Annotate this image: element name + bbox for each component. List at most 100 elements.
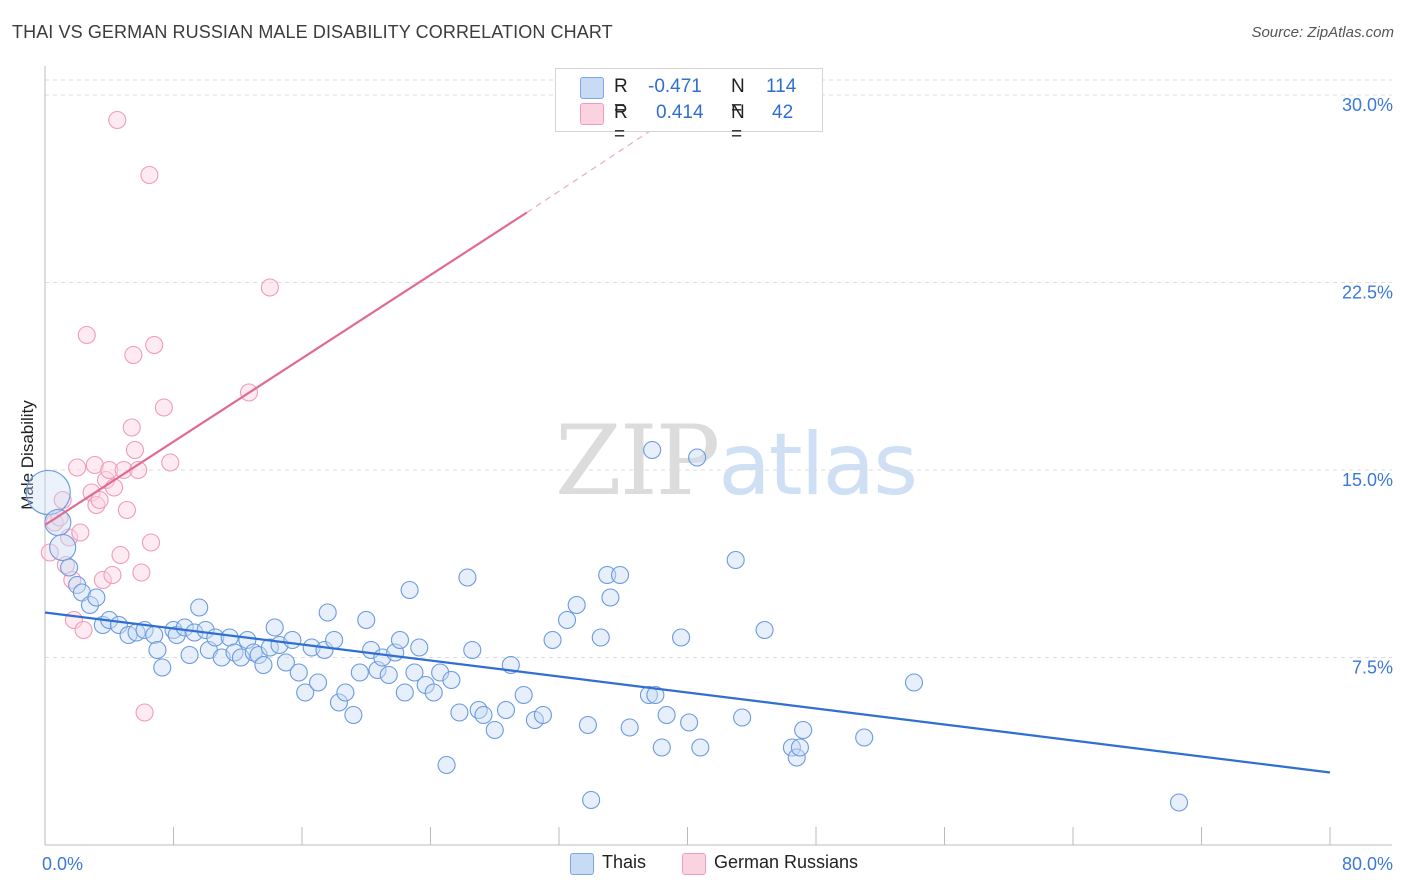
thai-point <box>450 703 469 722</box>
german-russian-point <box>140 165 159 185</box>
thai-point <box>485 720 504 740</box>
thai-point <box>691 738 710 757</box>
thai-point <box>726 550 745 570</box>
thais-trend-line <box>44 611 1331 774</box>
thai-point <box>533 705 552 725</box>
legend-r-label: R = <box>614 102 628 145</box>
thai-point <box>496 700 516 720</box>
bottom-legend-swatch-german-russians <box>682 853 706 875</box>
thai-point <box>688 448 707 467</box>
thai-point <box>220 628 239 647</box>
source-label[interactable]: Source: ZipAtlas.com <box>1251 24 1394 41</box>
legend-n-label: N = <box>731 76 745 119</box>
thai-point <box>557 610 577 630</box>
watermark-zip: ZIP <box>555 405 720 517</box>
thai-point <box>357 610 376 630</box>
german-russian-point <box>87 495 106 515</box>
thai-point <box>610 565 630 585</box>
thai-point <box>325 630 344 650</box>
watermark: ZIPatlas <box>555 405 918 517</box>
thai-point <box>1169 793 1189 812</box>
german-russian-point <box>132 563 151 582</box>
thai-point <box>652 738 671 757</box>
thai-point <box>283 630 302 650</box>
german-russian-point <box>125 440 144 460</box>
thai-point <box>296 683 315 702</box>
thai-point <box>424 683 443 702</box>
thai-point <box>145 625 164 645</box>
german-russian-point <box>124 345 143 365</box>
bottom-legend-label: Thais <box>602 852 647 872</box>
thai-point <box>175 618 194 637</box>
legend-swatch-thais <box>580 77 604 99</box>
german-russian-point <box>105 478 124 497</box>
thai-point <box>276 653 295 672</box>
thai-point <box>646 685 665 705</box>
thai-point <box>153 658 172 677</box>
thai-point <box>442 670 461 690</box>
thai-point <box>350 663 369 682</box>
thai-point <box>787 748 806 767</box>
german-russian-point <box>85 455 104 475</box>
thai-point <box>598 565 617 585</box>
chart-title: THAI VS GERMAN RUSSIAN MALE DISABILITY C… <box>12 22 613 42</box>
german-russian-point <box>145 335 164 355</box>
thai-point <box>601 588 620 607</box>
legend-n-value: 114 <box>766 76 797 97</box>
thai-point <box>591 628 610 647</box>
german-russian-point <box>135 703 154 722</box>
thai-point <box>463 640 482 660</box>
bottom-legend-swatch-thais <box>570 853 594 875</box>
german-russian-point <box>122 418 141 437</box>
thai-point <box>49 533 77 562</box>
thai-point <box>196 620 215 640</box>
thai-point <box>680 713 699 732</box>
german-russian-point <box>74 620 93 640</box>
thai-point <box>474 705 493 725</box>
thai-point <box>379 665 398 685</box>
thai-point <box>87 588 106 607</box>
german-russian-point <box>71 523 90 542</box>
thai-point <box>390 630 410 650</box>
legend-r-label: R = <box>614 76 628 119</box>
thai-point <box>329 693 348 712</box>
legend-n-value: 42 <box>772 102 794 123</box>
x-tick-label: 0.0% <box>42 854 83 874</box>
german-russian-point <box>77 325 96 345</box>
bottom-legend-label: German Russians <box>714 852 859 872</box>
thai-point <box>514 685 533 705</box>
thai-point <box>148 640 167 660</box>
thai-point <box>855 728 874 747</box>
legend-r-value: -0.471 <box>648 76 702 97</box>
thai-point <box>543 630 562 650</box>
german-russian-point <box>100 460 119 480</box>
thai-point <box>639 685 659 705</box>
x-tick-label: 80.0% <box>1342 854 1393 874</box>
german-russian-point <box>117 500 136 520</box>
legend-r-value: 0.414 <box>656 102 704 123</box>
thai-point <box>265 618 284 637</box>
y-tick-label: 7.5% <box>1352 658 1393 678</box>
thai-point <box>643 440 662 460</box>
german-russian-point <box>111 545 130 565</box>
german-russian-point <box>90 490 109 510</box>
thai-point <box>80 595 100 615</box>
thai-point <box>567 595 586 615</box>
thai-point <box>904 673 924 692</box>
thai-point <box>244 643 263 662</box>
thai-point <box>733 708 752 727</box>
thai-point <box>437 755 456 775</box>
thai-point <box>469 700 488 720</box>
thai-point <box>344 705 363 725</box>
thai-point <box>755 620 774 640</box>
thai-point <box>395 683 414 702</box>
y-tick-label: 15.0% <box>1342 470 1393 490</box>
thai-point <box>458 568 477 587</box>
thai-point <box>180 645 199 665</box>
thai-point <box>190 598 209 617</box>
german-russian-point <box>108 110 127 130</box>
legend-n-label: N = <box>731 102 745 145</box>
thai-point <box>657 705 676 725</box>
german-russians-trend-extension <box>526 126 656 214</box>
